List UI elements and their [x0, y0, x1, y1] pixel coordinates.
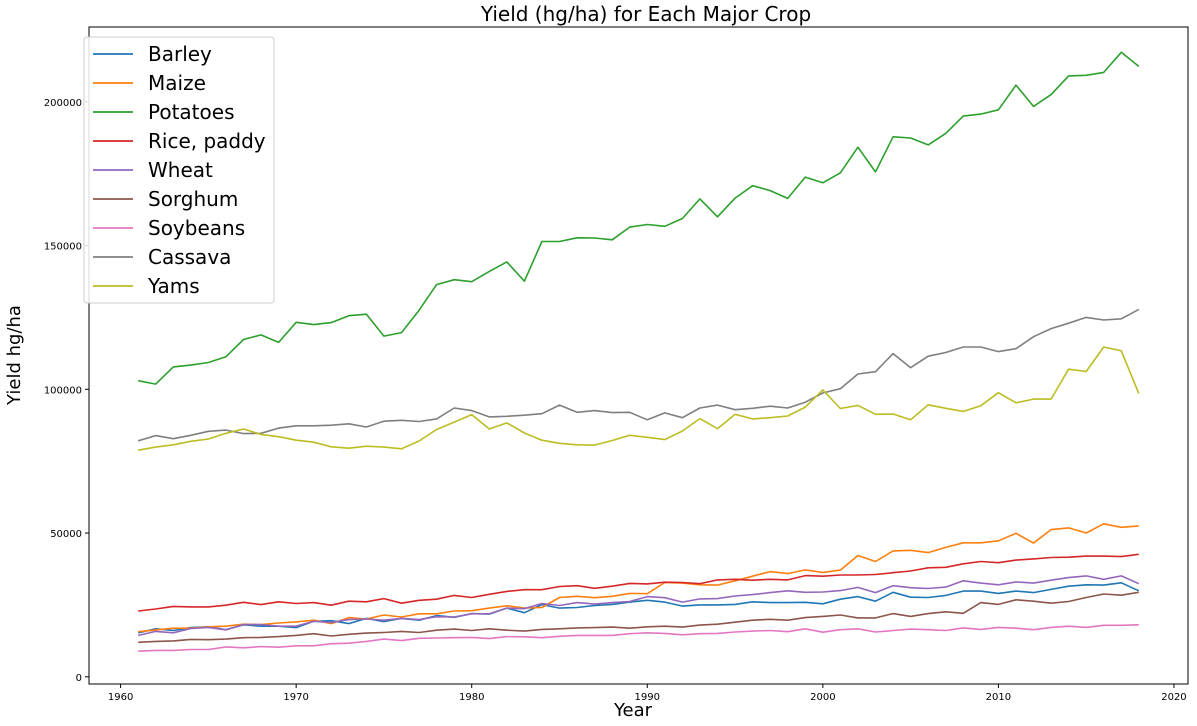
- legend-label-wheat: Wheat: [148, 158, 213, 182]
- legend-label-potatoes: Potatoes: [148, 100, 234, 124]
- plot-frame: [88, 26, 1189, 685]
- chart-title: Yield (hg/ha) for Each Major Crop: [480, 2, 811, 26]
- series-line-yams: [138, 346, 1140, 451]
- plot-lines: [137, 51, 1140, 652]
- series-line-maize: [138, 522, 1139, 633]
- series-line-soybeans: [138, 624, 1139, 652]
- x-tick-label: 2000: [810, 692, 835, 703]
- y-tick-label: 0: [76, 673, 82, 684]
- y-tick-label: 150000: [44, 242, 82, 253]
- legend-label-barley: Barley: [148, 42, 212, 66]
- x-axis-label: Year: [613, 700, 653, 721]
- legend-label-rice-paddy: Rice, paddy: [148, 129, 266, 153]
- x-tick-label: 1980: [459, 692, 484, 703]
- x-tick-label: 1990: [635, 692, 660, 703]
- x-tick-label: 2010: [986, 692, 1011, 703]
- y-axis-label: Yield hg/ha: [4, 305, 25, 406]
- y-tick-label: 100000: [44, 385, 82, 396]
- x-tick-label: 1960: [108, 692, 133, 703]
- legend-frame: [83, 36, 275, 304]
- x-tick-label: 2020: [1161, 692, 1186, 703]
- y-tick-label: 200000: [44, 98, 82, 109]
- series-line-sorghum: [138, 591, 1139, 644]
- legend-label-soybeans: Soybeans: [148, 216, 245, 240]
- series-line-wheat: [138, 575, 1140, 637]
- y-tick-label: 50000: [50, 529, 82, 540]
- series-line-rice-paddy: [138, 553, 1139, 612]
- legend: Barley Maize Potatoes Rice, paddy Wheat Sorgh…: [83, 36, 275, 304]
- legend-label-cassava: Cassava: [148, 245, 231, 269]
- series-line-potatoes: [138, 51, 1140, 385]
- legend-label-maize: Maize: [148, 71, 206, 95]
- series-line-cassava: [137, 308, 1140, 442]
- x-tick-label: 1970: [283, 692, 308, 703]
- x-axis: 1960 1970 1980 1990 2000 2010 2020: [108, 684, 1187, 703]
- legend-label-sorghum: Sorghum: [148, 187, 238, 211]
- legend-label-yams: Yams: [147, 274, 200, 298]
